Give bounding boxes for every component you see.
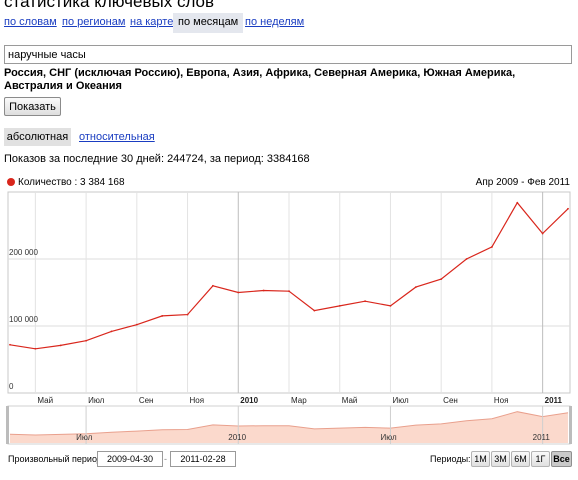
legend-label: Количество : 3 384 168 bbox=[18, 177, 125, 188]
data-point bbox=[110, 330, 113, 333]
data-point bbox=[541, 232, 544, 235]
search-input[interactable] bbox=[4, 45, 572, 64]
data-point bbox=[237, 291, 240, 294]
data-point bbox=[414, 286, 417, 289]
period-1m-button[interactable]: 1М bbox=[471, 451, 490, 467]
show-button[interactable]: Показать bbox=[4, 97, 61, 116]
tab-on-map[interactable]: на карте bbox=[130, 16, 174, 28]
data-point bbox=[567, 207, 569, 210]
page-title: статистика ключевых слов bbox=[4, 0, 215, 11]
navigator-label: 2010 bbox=[228, 433, 246, 442]
data-point bbox=[161, 315, 164, 317]
period-6m-button[interactable]: 6М bbox=[511, 451, 530, 467]
x-tick-label: Ноя bbox=[494, 396, 509, 405]
periods-label: Периоды: bbox=[430, 454, 471, 464]
data-point bbox=[364, 300, 366, 303]
period-bar: Произвольный период: - Периоды: 1М 3М 6М… bbox=[0, 450, 578, 470]
navigator-left-handle bbox=[6, 406, 9, 444]
data-point bbox=[212, 284, 214, 287]
period-all-button[interactable]: Все bbox=[551, 451, 572, 467]
period-1y-button[interactable]: 1Г bbox=[531, 451, 550, 467]
data-point bbox=[516, 201, 519, 204]
navigator-label: Июл bbox=[76, 433, 93, 442]
data-point bbox=[262, 289, 265, 292]
impressions-summary: Показов за последние 30 дней: 244724, за… bbox=[4, 153, 310, 165]
date-separator: - bbox=[164, 454, 167, 464]
tab-by-regions[interactable]: по регионам bbox=[62, 16, 126, 28]
navigator-area bbox=[10, 411, 568, 443]
navigator-label: 2011 bbox=[533, 433, 551, 442]
data-point bbox=[9, 343, 11, 346]
data-point bbox=[313, 309, 316, 312]
tab-relative[interactable]: относительная bbox=[79, 131, 155, 143]
x-tick-label: Июл bbox=[392, 396, 409, 405]
data-point bbox=[288, 290, 290, 293]
tab-by-months[interactable]: по месяцам bbox=[173, 13, 244, 33]
navigator-right-handle bbox=[569, 406, 572, 444]
data-point bbox=[465, 258, 468, 260]
x-tick-label: Июл bbox=[88, 396, 105, 405]
custom-period-label: Произвольный период: bbox=[8, 454, 105, 464]
x-tick-label: Сен bbox=[443, 396, 458, 405]
x-tick-label: Сен bbox=[139, 396, 154, 405]
data-point bbox=[186, 313, 189, 316]
x-tick-label: Ноя bbox=[190, 396, 205, 405]
y-tick-label: 0 bbox=[9, 382, 14, 391]
date-from-input[interactable] bbox=[97, 451, 163, 467]
date-to-input[interactable] bbox=[170, 451, 236, 467]
x-tick-label: Мар bbox=[291, 396, 307, 405]
period-3m-button[interactable]: 3М bbox=[491, 451, 510, 467]
navigator-label: Июл bbox=[380, 433, 397, 442]
data-point bbox=[59, 344, 62, 347]
regions-list: Россия, СНГ (исключая Россию), Европа, А… bbox=[4, 67, 516, 92]
data-point bbox=[135, 323, 138, 326]
date-range-label: Апр 2009 - Фев 2011 bbox=[475, 177, 570, 188]
x-tick-label: 2010 bbox=[240, 396, 258, 405]
chart-legend[interactable]: Количество : 3 384 168 bbox=[7, 177, 125, 191]
tab-absolute[interactable]: абсолютная bbox=[4, 128, 71, 146]
navigator-line bbox=[9, 411, 569, 436]
y-tick-label: 100 000 bbox=[9, 315, 38, 324]
legend-marker bbox=[7, 178, 15, 186]
tab-by-weeks[interactable]: по неделям bbox=[245, 16, 305, 28]
y-tick-label: 200 000 bbox=[9, 248, 38, 257]
data-point bbox=[440, 278, 443, 280]
x-tick-label: Май bbox=[37, 396, 53, 405]
tab-by-words[interactable]: по словам bbox=[4, 16, 57, 28]
x-tick-label: 2011 bbox=[545, 396, 563, 405]
data-point bbox=[34, 347, 37, 350]
data-point bbox=[491, 246, 493, 248]
x-tick-label: Май bbox=[342, 396, 358, 405]
data-point bbox=[389, 305, 392, 307]
data-point bbox=[85, 339, 87, 342]
data-point bbox=[338, 305, 341, 307]
range-navigator: Июл 2010 Июл 2011 bbox=[6, 405, 572, 445]
